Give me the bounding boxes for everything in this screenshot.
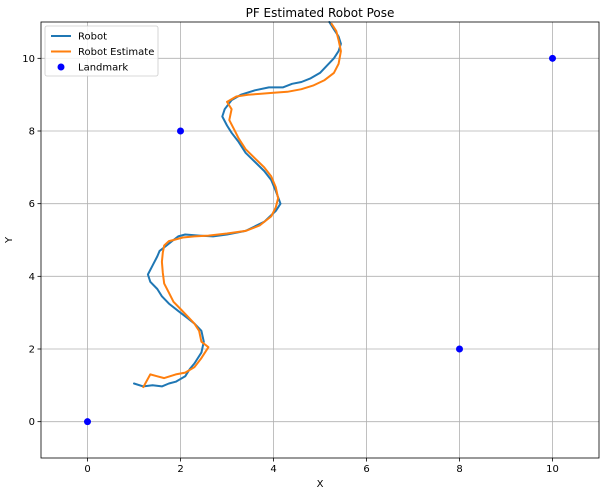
- x-tick-label: 6: [363, 464, 369, 475]
- landmark-point: [177, 127, 184, 135]
- legend-label-landmark: Landmark: [78, 63, 128, 74]
- legend-swatch-landmark: [57, 63, 65, 71]
- landmark-point: [456, 345, 463, 353]
- landmark-point: [84, 418, 91, 426]
- y-tick-label: 6: [29, 199, 35, 210]
- legend-box: [44, 25, 159, 77]
- y-tick-label: 2: [29, 345, 35, 356]
- chart-title: PF Estimated Robot Pose: [246, 6, 395, 20]
- y-tick-label: 8: [29, 127, 35, 138]
- grid: [41, 22, 599, 458]
- plot-frame: [40, 21, 600, 459]
- x-tick-label: 8: [456, 464, 462, 475]
- legend-label-robot-estimate: Robot Estimate: [78, 47, 154, 58]
- y-tick-label: 0: [29, 417, 35, 428]
- y-tick-label: 4: [29, 272, 35, 283]
- x-axis-label: X: [317, 479, 324, 490]
- series-layer: [84, 21, 556, 426]
- legend: Robot Robot Estimate Landmark: [44, 25, 159, 77]
- robot-estimate-series-line: [142, 22, 342, 389]
- plot-area: 0 2 4 6 8 10 0 2 4 6 8 10: [22, 21, 600, 475]
- y-axis-label: Y: [4, 236, 15, 244]
- plot-background: [41, 22, 599, 458]
- x-tick-label: 10: [546, 464, 559, 475]
- ticks: 0 2 4 6 8 10 0 2 4 6 8 10: [22, 54, 559, 475]
- legend-label-robot: Robot: [78, 32, 107, 43]
- x-tick-label: 2: [177, 464, 183, 475]
- y-tick-label: 10: [22, 54, 35, 65]
- landmark-point: [549, 54, 556, 62]
- x-tick-label: 0: [84, 464, 90, 475]
- x-tick-label: 4: [270, 464, 276, 475]
